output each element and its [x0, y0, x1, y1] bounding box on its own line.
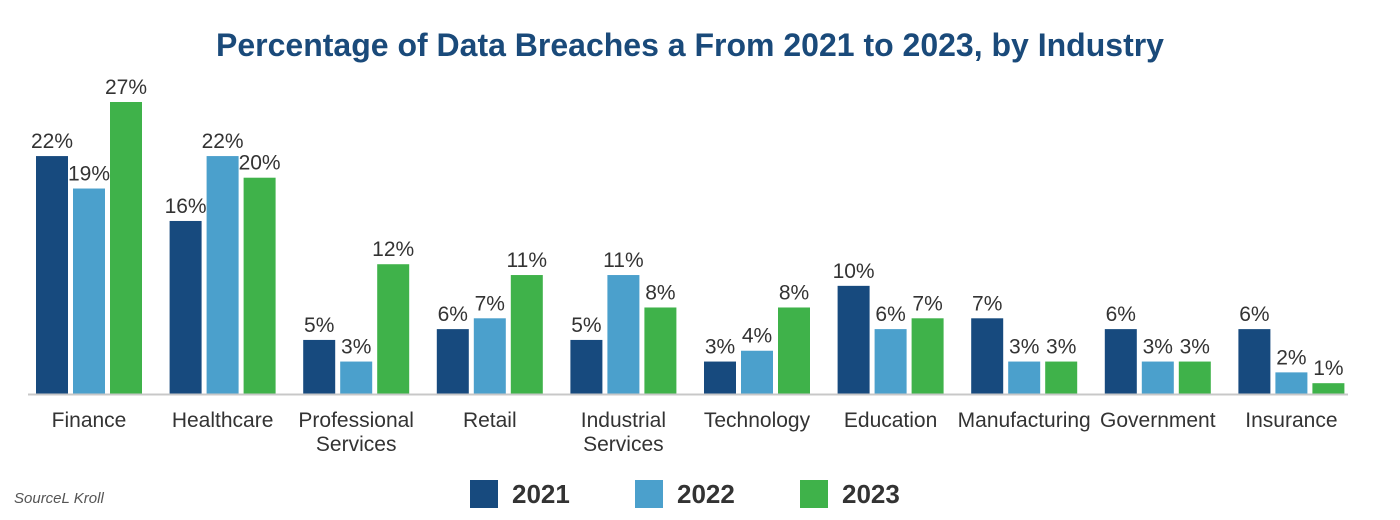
value-label-healthcare-2021: 16% — [165, 195, 207, 218]
bar-education-2023 — [911, 318, 944, 394]
bar-manufacturing-2022 — [1008, 361, 1041, 394]
value-label-manufacturing-2022: 3% — [1009, 336, 1039, 359]
value-label-finance-2023: 27% — [105, 76, 147, 99]
value-label-government-2021: 6% — [1106, 303, 1136, 326]
bar-industrial-services-2023 — [644, 307, 677, 394]
bars-group — [36, 102, 1345, 394]
bar-retail-2023 — [510, 275, 543, 394]
category-label-retail: Retail — [463, 409, 517, 432]
value-label-education-2021: 10% — [833, 260, 875, 283]
value-label-manufacturing-2023: 3% — [1046, 336, 1076, 359]
bar-professional-services-2021 — [303, 339, 336, 394]
category-label-finance: Finance — [52, 409, 127, 432]
value-label-education-2022: 6% — [875, 303, 905, 326]
value-label-retail-2021: 6% — [438, 303, 468, 326]
category-label-industrial-services: Industrial Services — [581, 409, 666, 456]
bar-technology-2023 — [778, 307, 810, 394]
category-label-insurance: Insurance — [1245, 409, 1337, 432]
category-label-professional-services: Professional Services — [298, 409, 414, 456]
value-label-industrial-services-2021: 5% — [571, 314, 601, 337]
value-label-finance-2021: 22% — [31, 130, 73, 153]
bar-government-2023 — [1178, 361, 1211, 394]
bar-healthcare-2022 — [206, 156, 239, 394]
value-label-government-2023: 3% — [1180, 336, 1210, 359]
value-label-insurance-2023: 1% — [1313, 357, 1343, 380]
bar-education-2021 — [837, 285, 870, 394]
value-label-insurance-2021: 6% — [1239, 303, 1269, 326]
value-label-retail-2022: 7% — [475, 292, 505, 315]
bar-professional-services-2023 — [377, 264, 410, 394]
bar-professional-services-2022 — [340, 361, 373, 394]
bar-government-2022 — [1141, 361, 1174, 394]
legend-swatch-2021 — [470, 480, 498, 508]
value-label-industrial-services-2023: 8% — [645, 281, 675, 304]
value-label-technology-2022: 4% — [742, 325, 772, 348]
legend-label-2022: 2022 — [677, 479, 735, 509]
legend: 2021 2022 2023 — [470, 479, 900, 509]
value-label-finance-2022: 19% — [68, 163, 110, 186]
category-label-technology: Technology — [704, 409, 811, 432]
category-label-manufacturing: Manufacturing — [958, 409, 1091, 432]
value-labels-group: 22%19%27%16%22%20%5%3%12%6% 7%11%5%11%8%3… — [31, 76, 1344, 380]
bar-manufacturing-2021 — [971, 318, 1004, 394]
value-label-retail-2023: 11% — [507, 249, 547, 272]
category-label-education: Education — [844, 409, 937, 432]
legend-label-2023: 2023 — [842, 479, 900, 509]
bar-finance-2023 — [110, 102, 142, 394]
value-label-professional-services-2022: 3% — [341, 336, 371, 359]
value-label-government-2022: 3% — [1143, 336, 1173, 359]
value-label-technology-2021: 3% — [705, 336, 735, 359]
legend-swatch-2023 — [800, 480, 828, 508]
bar-retail-2022 — [473, 318, 506, 394]
bar-insurance-2023 — [1312, 383, 1345, 394]
bar-government-2021 — [1104, 329, 1137, 394]
bar-industrial-services-2022 — [607, 275, 640, 394]
source-note: SourceL Kroll — [14, 490, 104, 507]
bar-education-2022 — [874, 329, 907, 394]
bar-insurance-2021 — [1238, 329, 1271, 394]
bar-technology-2021 — [704, 361, 736, 394]
bar-retail-2021 — [436, 329, 469, 394]
value-label-insurance-2022: 2% — [1276, 346, 1306, 369]
value-label-healthcare-2022: 22% — [202, 130, 244, 153]
bar-manufacturing-2023 — [1045, 361, 1078, 394]
value-label-technology-2023: 8% — [779, 281, 809, 304]
legend-swatch-2022 — [635, 480, 663, 508]
legend-label-2021: 2021 — [512, 479, 570, 509]
bar-finance-2021 — [36, 156, 68, 394]
bar-finance-2022 — [73, 188, 105, 394]
value-label-education-2023: 7% — [912, 292, 942, 315]
bar-insurance-2022 — [1275, 372, 1308, 394]
bar-technology-2022 — [741, 350, 773, 394]
value-label-professional-services-2023: 12% — [372, 238, 414, 261]
value-label-manufacturing-2021: 7% — [972, 292, 1002, 315]
value-label-professional-services-2021: 5% — [304, 314, 334, 337]
bar-healthcare-2023 — [243, 177, 276, 394]
category-label-government: Government — [1100, 409, 1216, 432]
value-label-industrial-services-2022: 11% — [603, 249, 643, 272]
value-label-healthcare-2023: 20% — [239, 152, 281, 175]
bar-industrial-services-2021 — [570, 339, 603, 394]
bar-healthcare-2021 — [169, 220, 202, 394]
category-label-healthcare: Healthcare — [172, 409, 274, 432]
chart-title: Percentage of Data Breaches a From 2021 … — [216, 27, 1164, 63]
category-labels-group: Finance Healthcare Professional Services Ret… — [52, 409, 1338, 456]
